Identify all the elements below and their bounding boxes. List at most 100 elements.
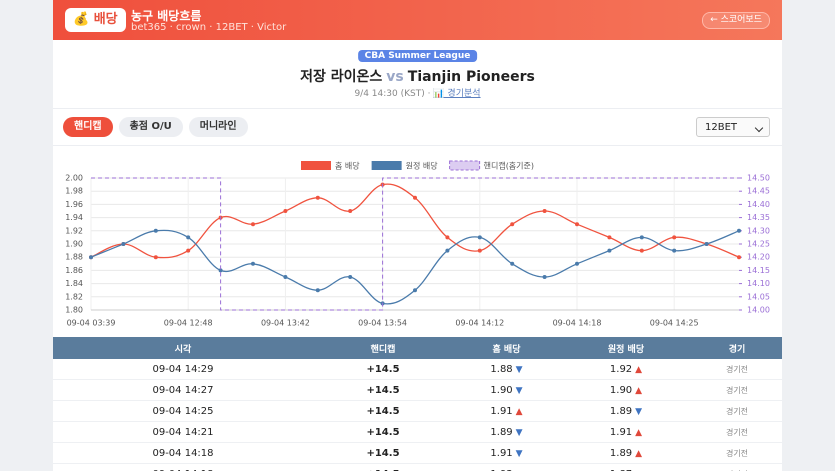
analysis-link[interactable]: 📊 경기분석	[433, 89, 481, 99]
y-tick-label: 1.88	[65, 253, 83, 262]
tab[interactable]: 머니라인	[188, 117, 248, 137]
data-point	[315, 288, 320, 293]
time-cell: 09-04 14:27	[53, 379, 313, 401]
away-odds-cell: 1.92 ▲	[560, 359, 692, 380]
y-tick-label: 2.00	[65, 174, 83, 183]
data-point	[186, 248, 191, 253]
chart: 1.80 1.82 1.84 1.86 1.88 1.90 1.92 1.94 1.96 1.98…	[65, 160, 770, 328]
y-tick-label: 1.82	[65, 292, 83, 301]
data-point	[542, 275, 547, 279]
back-button[interactable]: ← 스코어보드	[702, 12, 770, 29]
x-tick-label: 09-04 12:48	[164, 319, 213, 328]
trend-arrow: ▼	[515, 427, 523, 438]
data-point	[639, 235, 644, 240]
data-point	[251, 222, 255, 227]
odds: 1.92	[609, 363, 633, 375]
tab[interactable]: 총점 O/U	[118, 117, 183, 137]
status-cell: 경기전	[692, 442, 782, 464]
vs: vs	[386, 69, 404, 85]
card: 💰 배당 농구 배당흐름 bet365 · crown · 12BET · Vi…	[53, 0, 782, 471]
column-header: 핸디캡	[313, 337, 453, 359]
handicap-cell: +14.5	[313, 359, 453, 380]
y2-tick-label: 14.25	[747, 240, 770, 249]
tab[interactable]: 핸디캡	[63, 117, 113, 137]
x-tick-label: 09-04 14:12	[455, 319, 504, 328]
column-header: 경기	[692, 337, 782, 359]
data-point	[542, 209, 547, 213]
trend-arrow: ▼	[515, 385, 523, 396]
home-team: 저장 라이온스	[300, 69, 383, 85]
data-point	[413, 288, 417, 293]
odds: 1.89	[609, 447, 633, 459]
y2-tick-label: 14.00	[747, 306, 770, 315]
data-point	[186, 235, 191, 240]
odds: 1.93	[490, 469, 512, 471]
odds: 1.90	[490, 384, 513, 396]
trend-arrow: ▲	[635, 364, 643, 375]
data-point	[445, 248, 450, 253]
legend-label: 원정 배당	[406, 161, 439, 171]
x-tick-label: 09-04 14:18	[553, 319, 602, 328]
trend-arrow: ▲	[635, 448, 643, 459]
time-cell: 09-04 14:25	[53, 400, 313, 422]
y2-tick-label: 14.45	[747, 187, 770, 196]
bookmaker-select[interactable]: 12BET	[696, 117, 770, 137]
data-point	[218, 268, 223, 273]
away-odds-cell: 1.89 ▼	[560, 400, 692, 422]
legend-label: 홈 배당	[335, 161, 360, 171]
odds: 1.91	[609, 426, 633, 438]
x-tick-label: 09-04 13:54	[358, 319, 407, 328]
y-tick-label: 1.84	[65, 279, 83, 288]
trend-arrow: ▼	[635, 406, 643, 417]
home-odds-cell: 1.91 ▲	[453, 400, 560, 422]
data-point	[607, 248, 612, 253]
x-tick-label: 09-04 14:25	[650, 319, 699, 328]
handicap-cell: +14.5	[313, 442, 453, 464]
series-line	[91, 177, 739, 311]
status-cell: 경기전	[692, 359, 782, 380]
home-odds-cell: 1.88 ▼	[453, 359, 560, 380]
y-tick-label: 1.86	[65, 266, 83, 275]
league-pill: CBA Summer League	[357, 50, 478, 62]
time-cell: 09-04 14:18	[53, 463, 313, 471]
home-odds-cell: 1.91 ▼	[453, 442, 560, 464]
header-title: 농구 배당흐름	[131, 9, 202, 23]
legend-swatch	[371, 161, 402, 170]
divider	[53, 145, 782, 146]
trend-arrow: ▲	[635, 470, 642, 471]
data-point	[251, 261, 255, 266]
tabs: 핸디캡 총점 O/U 머니라인	[63, 117, 248, 137]
y2-tick-label: 14.20	[747, 253, 770, 262]
away-odds-cell: 1.89 ▲	[560, 442, 692, 464]
table-row: 09-04 14:21 +14.5 1.89 ▼ 1.91 ▲ 경기전	[53, 421, 782, 443]
badge: 💰 배당	[65, 8, 126, 32]
trend-arrow: ▲	[635, 385, 643, 396]
column-header: 시각	[53, 337, 313, 359]
data-point	[153, 228, 158, 233]
trend-arrow: ▲	[515, 406, 523, 417]
data-point	[477, 235, 482, 240]
x-tick-label: 09-04 03:39	[67, 319, 116, 328]
trend-arrow: ▼	[515, 364, 523, 375]
handicap-cell: +14.5	[313, 463, 453, 471]
data-point	[348, 275, 353, 279]
handicap-cell: +14.5	[313, 379, 453, 401]
legend-swatch	[449, 160, 481, 171]
divider	[53, 108, 782, 109]
status-cell: 경기전	[692, 421, 782, 443]
y2-tick-label: 14.50	[747, 174, 770, 183]
odds-table: 시각 핸디캡 홈 배당 원정 배당 경기 09-04 14:29 +14.5 1.88 ▼ 1.…	[53, 337, 782, 471]
header: 💰 배당 농구 배당흐름 bet365 · crown · 12BET · Vi…	[53, 0, 782, 40]
data-point	[510, 222, 515, 227]
y-tick-label: 1.80	[65, 306, 83, 315]
data-point	[283, 209, 288, 213]
home-odds-cell: 1.93 ▼	[453, 463, 560, 471]
data-point	[510, 261, 515, 266]
y-tick-label: 1.96	[65, 200, 83, 209]
data-point	[737, 255, 741, 260]
odds: 1.88	[490, 363, 513, 375]
column-header: 원정 배당	[560, 337, 692, 359]
table-header: 시각 핸디캡 홈 배당 원정 배당 경기	[53, 337, 782, 359]
odds: 1.90	[609, 384, 633, 396]
data-point	[445, 235, 450, 240]
